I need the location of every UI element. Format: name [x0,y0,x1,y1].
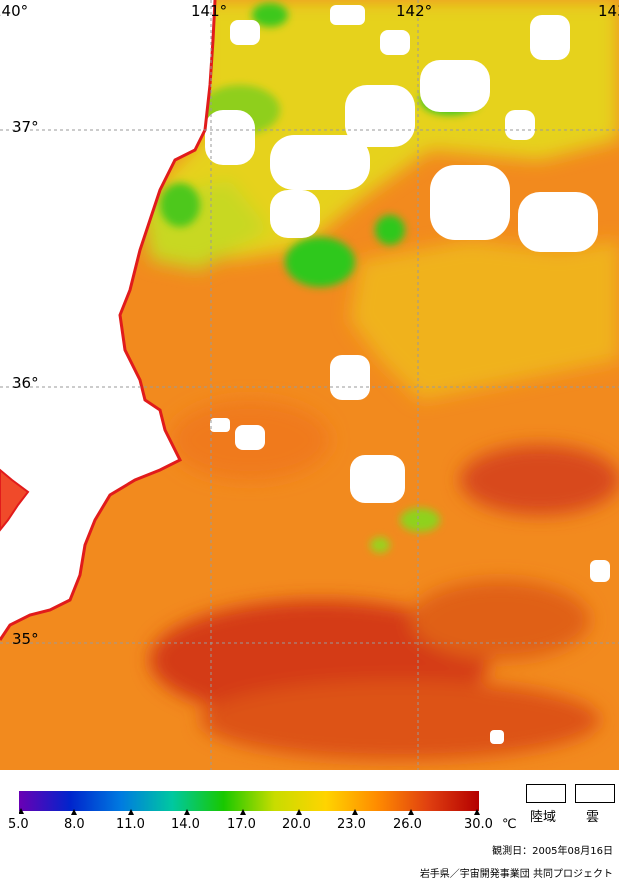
lake-region [0,468,30,532]
observation-date: 観測日：2005年08月16日 [492,846,613,857]
longitude-label: 142° [396,2,433,20]
credit-text: 岩手県／宇宙開発事業団 共同プロジェクト [419,869,613,880]
colorbar-tick-label: 14.0 [171,817,200,832]
latitude-label: 35° [12,630,39,648]
temperature-colorbar [19,791,479,811]
land-honshu [0,0,215,640]
land-legend-swatch [526,784,566,803]
colorbar-tick-label: 5.0 [8,817,29,832]
cloud-legend-label: 雲 [586,810,600,825]
colorbar-tick-label: 26.0 [393,817,422,832]
cloud-legend-swatch [575,784,615,803]
colorbar-tick-label: 23.0 [337,817,366,832]
colorbar-unit: ℃ [502,817,517,832]
clouds [205,5,610,744]
colorbar-tick-label: 8.0 [64,817,85,832]
colorbar-tick-label: 17.0 [227,817,256,832]
longitude-label: 143° [598,2,619,20]
coastline [0,0,217,641]
colorbar-ticks [19,808,480,815]
latitude-label: 36° [12,374,39,392]
longitude-label: 141° [191,2,228,20]
sst-map [0,0,619,770]
longitude-label: 140° [0,2,29,20]
colorbar-tick-label: 20.0 [282,817,311,832]
colorbar-tick-label: 30.0 [464,817,493,832]
land-legend-label: 陸域 [530,810,557,825]
colorbar-tick-label: 11.0 [116,817,145,832]
latitude-label: 37° [12,118,39,136]
graticule [0,0,619,770]
